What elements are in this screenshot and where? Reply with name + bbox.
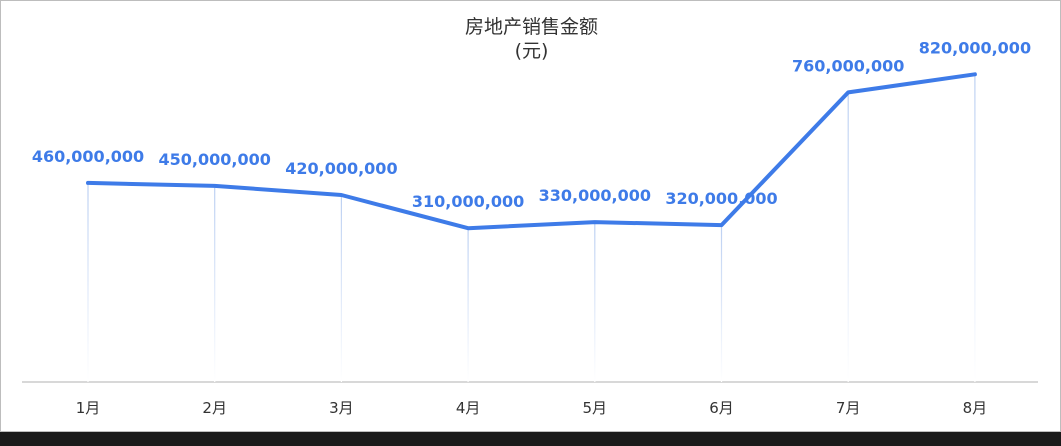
drop-line-1 — [87, 182, 89, 382]
data-label-3: 420,000,000 — [285, 159, 397, 178]
data-label-1: 460,000,000 — [32, 147, 144, 166]
drop-line-8 — [974, 74, 976, 383]
data-label-2: 450,000,000 — [159, 150, 271, 169]
data-label-8: 820,000,000 — [919, 38, 1031, 57]
data-label-4: 310,000,000 — [412, 192, 524, 211]
data-label-5: 330,000,000 — [539, 186, 651, 205]
chart-frame: 房地产销售金额 (元) — [0, 0, 1061, 432]
chart-title: 房地产销售金额 — [464, 16, 598, 38]
x-tick-label-6: 6月 — [709, 399, 734, 417]
x-tick-label-7: 7月 — [836, 399, 861, 417]
data-label-6: 320,000,000 — [665, 189, 777, 208]
x-tick-label-8: 8月 — [963, 399, 988, 417]
x-tick-label-1: 1月 — [76, 399, 101, 417]
drop-line-2 — [214, 185, 216, 382]
drop-line-4 — [467, 228, 469, 382]
drop-line-6 — [720, 225, 723, 382]
x-tick-label-2: 2月 — [202, 399, 227, 417]
drop-line-5 — [594, 222, 596, 382]
data-label-7: 760,000,000 — [792, 56, 904, 75]
x-tick-label-5: 5月 — [583, 399, 608, 417]
series-line — [86, 72, 977, 231]
drop-line-7 — [847, 92, 849, 383]
drop-line-3 — [340, 194, 342, 382]
line-chart: 460,000,000 450,000,000 420,000,000 310,000… — [22, 38, 1038, 417]
x-tick-label-4: 4月 — [456, 399, 481, 417]
x-tick-label-3: 3月 — [329, 399, 354, 417]
chart-subtitle: (元) — [514, 40, 549, 62]
chart-title-block: 房地产销售金额 (元) — [1, 15, 1061, 63]
